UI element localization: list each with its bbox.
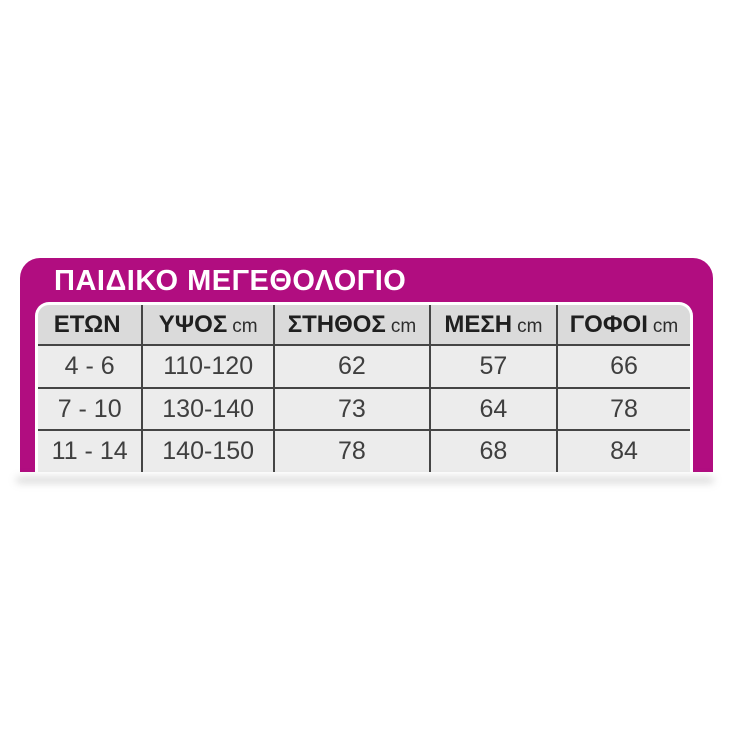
column-header-hips: ΓΟΦΟΙ cm [556, 305, 690, 346]
cell-age: 11 - 14 [38, 430, 144, 472]
cell-height: 130-140 [142, 387, 276, 432]
column-unit: cm [232, 315, 258, 337]
table-row: 4 - 6 110-120 62 57 66 [38, 345, 690, 389]
column-label: ΜΕΣΗ [444, 310, 513, 338]
column-label: ΥΨΟΣ [158, 310, 228, 338]
column-header-chest: ΣΤΗΘΟΣ cm [274, 305, 431, 346]
header-row: ΕΤΩΝ ΥΨΟΣ cm ΣΤΗΘΟΣ cm ΜΕΣΗ cm ΓΟΦΟΙ cm [38, 305, 690, 346]
cell-waist: 64 [429, 387, 558, 432]
table-row: 7 - 10 130-140 73 64 78 [38, 387, 690, 432]
cell-height: 110-120 [142, 345, 276, 389]
table-row: 11 - 14 140-150 78 68 84 [38, 430, 690, 472]
chart-title: ΠΑΙΔΙΚΟ ΜΕΓΕΘΟΛΟΓΙΟ [54, 265, 407, 297]
cell-waist: 68 [429, 430, 558, 472]
table-panel: ΕΤΩΝ ΥΨΟΣ cm ΣΤΗΘΟΣ cm ΜΕΣΗ cm ΓΟΦΟΙ cm 4 - … [35, 302, 693, 472]
cell-height: 140-150 [142, 430, 276, 472]
column-unit: cm [652, 315, 679, 337]
bottom-shadow [16, 477, 714, 483]
column-unit: cm [517, 315, 543, 337]
cell-chest: 73 [274, 387, 431, 432]
cell-hips: 66 [556, 345, 690, 389]
column-unit: cm [390, 315, 417, 337]
cell-waist: 57 [429, 345, 558, 389]
chart-frame: ΠΑΙΔΙΚΟ ΜΕΓΕΘΟΛΟΓΙΟ ΕΤΩΝ ΥΨΟΣ cm ΣΤΗΘΟΣ cm… [20, 258, 713, 472]
column-header-waist: ΜΕΣΗ cm [429, 305, 558, 346]
column-header-age: ΕΤΩΝ [38, 305, 144, 346]
cell-chest: 62 [274, 345, 431, 389]
cell-hips: 84 [556, 430, 690, 472]
cell-age: 7 - 10 [38, 387, 144, 432]
cell-chest: 78 [274, 430, 431, 472]
column-label: ΕΤΩΝ [53, 310, 121, 338]
size-table: ΕΤΩΝ ΥΨΟΣ cm ΣΤΗΘΟΣ cm ΜΕΣΗ cm ΓΟΦΟΙ cm 4 - … [38, 305, 690, 472]
column-label: ΓΟΦΟΙ [569, 310, 648, 338]
column-label: ΣΤΗΘΟΣ [287, 310, 386, 338]
column-header-height: ΥΨΟΣ cm [142, 305, 276, 346]
cell-age: 4 - 6 [38, 345, 144, 389]
cell-hips: 78 [556, 387, 690, 432]
